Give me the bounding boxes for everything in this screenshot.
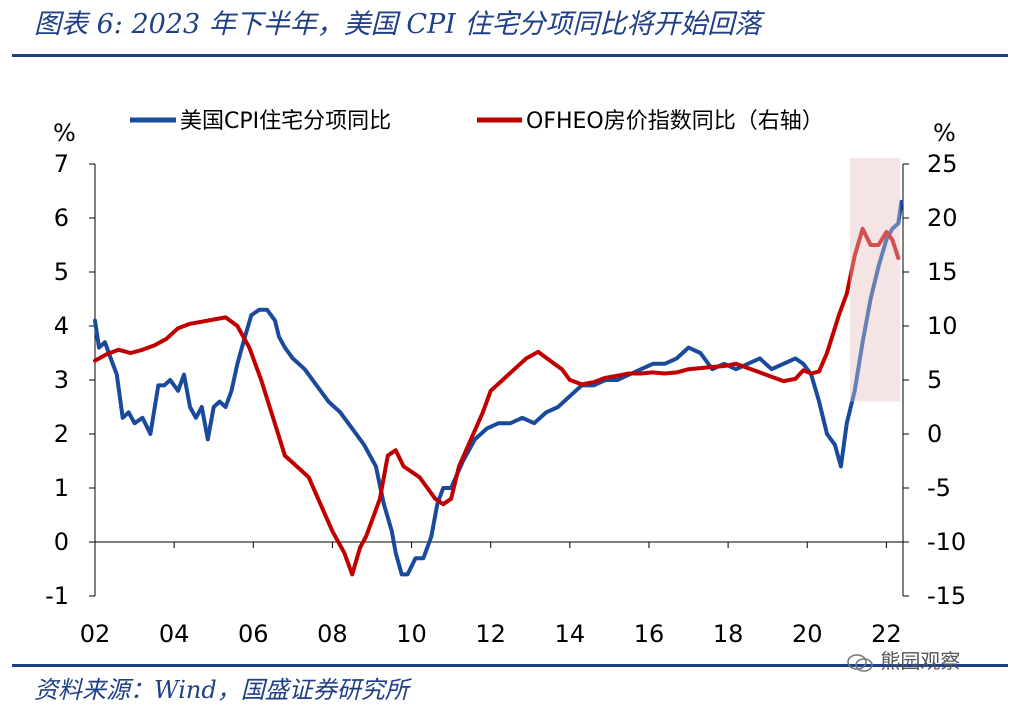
left-axis-unit: %: [53, 119, 76, 147]
right-tick-label: 5: [927, 366, 942, 394]
x-tick-label: 06: [238, 620, 269, 648]
watermark-text: 熊园观察: [880, 649, 961, 673]
bottom-rule: [12, 664, 1008, 667]
right-axis-unit: %: [933, 119, 956, 147]
x-tick-label: 08: [317, 620, 348, 648]
highlight-overlay: [849, 158, 901, 402]
x-tick-label: 12: [475, 620, 506, 648]
left-tick-label: -1: [45, 582, 69, 610]
left-tick-label: 2: [54, 420, 69, 448]
left-tick-label: 1: [54, 474, 69, 502]
x-tick-label: 10: [396, 620, 427, 648]
watermark: 熊园观察: [846, 645, 960, 674]
legend-label-cpi: 美国CPI住宅分项同比: [180, 109, 391, 134]
source-note: 资料来源：Wind，国盛证券研究所: [34, 676, 409, 704]
x-tick-label: 02: [80, 620, 111, 648]
right-tick-label: -5: [927, 474, 951, 502]
series-group: [93, 158, 904, 577]
left-tick-label: 3: [54, 366, 69, 394]
x-tick-label: 16: [634, 620, 665, 648]
left-tick-label: 5: [54, 258, 69, 286]
right-tick-label: 10: [927, 312, 958, 340]
left-tick-label: 4: [54, 312, 69, 340]
wechat-icon: [847, 653, 873, 672]
x-tick-label: 20: [792, 620, 823, 648]
right-tick-label: 15: [927, 258, 958, 286]
right-tick-label: -10: [927, 528, 966, 556]
right-tick-label: 25: [927, 150, 958, 178]
right-tick-label: -15: [927, 582, 966, 610]
left-tick-label: 7: [54, 150, 69, 178]
right-tick-label: 0: [927, 420, 942, 448]
left-tick-label: 6: [54, 204, 69, 232]
x-tick-label: 14: [555, 620, 586, 648]
left-tick-label: 0: [54, 528, 69, 556]
x-tick-label: 22: [871, 620, 902, 648]
figure-title: 图表 6: 2023 年下半年，美国 CPI 住宅分项同比将开始回落: [34, 9, 762, 40]
cpi-shelter-line: [93, 199, 904, 577]
right-tick-label: 20: [927, 204, 958, 232]
top-rule: [12, 54, 1008, 57]
legend: 美国CPI住宅分项同比 OFHEO房价指数同比（右轴）: [130, 109, 824, 134]
x-tick-label: 18: [713, 620, 744, 648]
ofheo-hpi-line: [93, 226, 901, 577]
x-tick-label: 04: [159, 620, 190, 648]
legend-label-ofheo: OFHEO房价指数同比（右轴）: [526, 109, 824, 134]
